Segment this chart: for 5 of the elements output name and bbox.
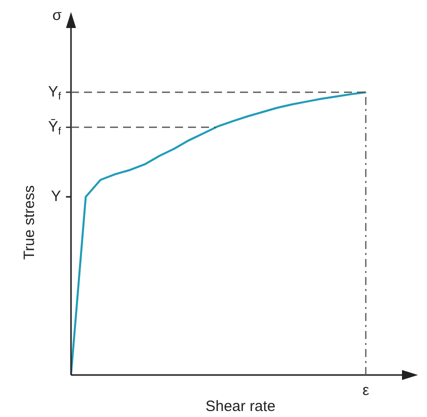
text: ε: [362, 382, 370, 400]
x-axis-title: Shear rate: [205, 398, 276, 416]
y-axis-title: True stress: [21, 185, 38, 260]
text: σ: [52, 7, 62, 24]
text: Y: [50, 188, 62, 205]
